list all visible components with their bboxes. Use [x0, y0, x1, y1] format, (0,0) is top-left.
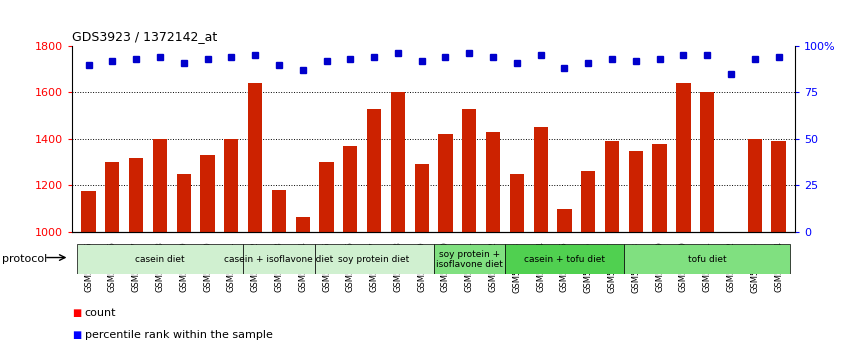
Bar	[505, 244, 624, 274]
Text: soy protein +
isoflavone diet: soy protein + isoflavone diet	[436, 250, 503, 269]
Bar	[652, 144, 667, 232]
Bar	[624, 244, 790, 274]
Bar	[243, 244, 315, 274]
Bar	[415, 165, 429, 232]
Bar	[581, 171, 596, 232]
Bar	[558, 209, 572, 232]
Bar	[224, 139, 239, 232]
Text: GDS3923 / 1372142_at: GDS3923 / 1372142_at	[72, 30, 217, 44]
Text: ■: ■	[72, 330, 81, 339]
Bar	[700, 92, 714, 232]
Bar	[315, 244, 433, 274]
Bar	[676, 83, 690, 232]
Bar	[343, 146, 357, 232]
Text: count: count	[85, 308, 116, 318]
Text: casein + isoflavone diet: casein + isoflavone diet	[224, 255, 333, 264]
Bar	[177, 174, 191, 232]
Text: casein diet: casein diet	[135, 255, 184, 264]
Bar	[319, 162, 333, 232]
Text: percentile rank within the sample: percentile rank within the sample	[85, 330, 272, 339]
Text: casein + tofu diet: casein + tofu diet	[524, 255, 605, 264]
Bar	[153, 139, 167, 232]
Text: soy protein diet: soy protein diet	[338, 255, 409, 264]
Bar	[295, 217, 310, 232]
Bar	[534, 127, 547, 232]
Bar	[248, 83, 262, 232]
Bar	[462, 109, 476, 232]
Bar	[201, 155, 215, 232]
Bar	[367, 109, 382, 232]
Bar	[81, 191, 96, 232]
Bar	[629, 150, 643, 232]
Bar	[438, 134, 453, 232]
Bar	[772, 141, 786, 232]
Text: tofu diet: tofu diet	[688, 255, 727, 264]
Bar	[77, 244, 244, 274]
Bar	[509, 174, 524, 232]
Bar	[486, 132, 500, 232]
Text: protocol: protocol	[2, 254, 47, 264]
Bar	[272, 190, 286, 232]
Bar	[105, 162, 119, 232]
Text: ■: ■	[72, 308, 81, 318]
Bar	[605, 141, 619, 232]
Bar	[748, 139, 762, 232]
Bar	[433, 244, 505, 274]
Bar	[129, 158, 143, 232]
Bar	[391, 92, 405, 232]
